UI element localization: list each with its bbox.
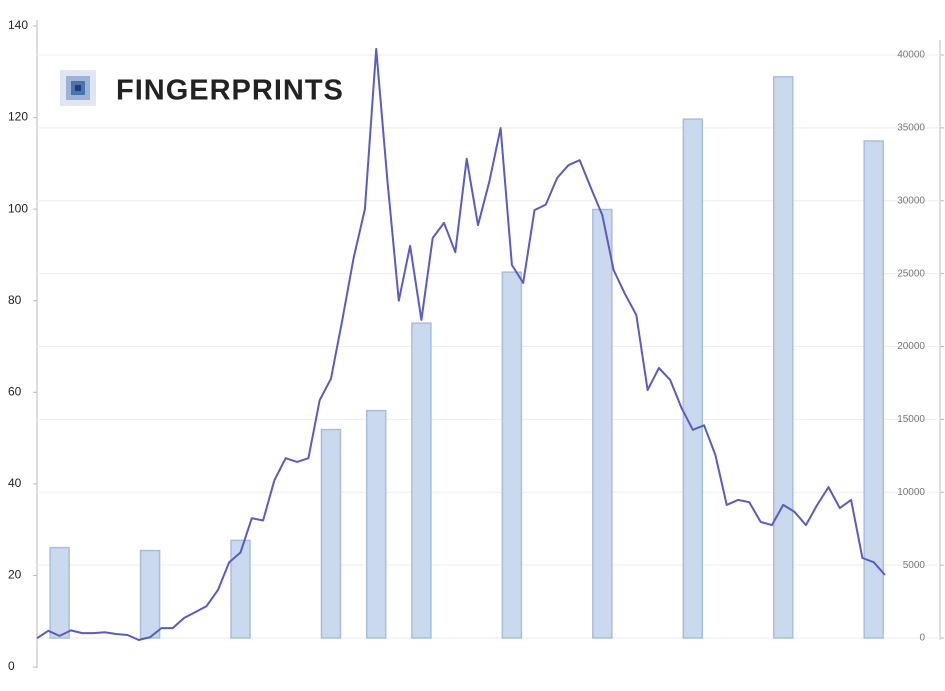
logo-text: FINGERPRINTS: [116, 75, 344, 107]
y2-tick-label: 15000: [897, 414, 925, 425]
bar: [365, 409, 387, 639]
y-tick-label: 40: [8, 476, 22, 490]
grid: [37, 54, 940, 639]
line: [36, 47, 886, 641]
y2-tick-label: 35000: [897, 123, 925, 134]
bar: [592, 208, 613, 639]
y-tick-label: 80: [8, 293, 22, 307]
y-tick-label: 60: [8, 384, 22, 398]
y2-tick-label: 30000: [897, 195, 925, 206]
y2-tick-label: 20000: [897, 341, 925, 352]
logo-icon: [60, 70, 96, 106]
y2-tick-label: 5000: [903, 560, 926, 571]
y-tick-label: 0: [8, 659, 15, 673]
bar: [139, 549, 161, 639]
logo: FINGERPRINTS: [60, 70, 344, 107]
y-tick-label: 20: [8, 568, 22, 582]
y2-tick-label: 0: [919, 633, 925, 644]
bar: [320, 428, 342, 639]
y-tick-label: 120: [8, 110, 28, 124]
bar: [230, 539, 251, 639]
bar: [501, 271, 523, 639]
bar: [772, 76, 794, 639]
bar: [682, 118, 704, 639]
bar: [863, 140, 884, 639]
y2-tick-label: 25000: [897, 268, 925, 279]
bar: [49, 546, 70, 639]
bar: [411, 322, 432, 639]
y2-tick-label: 10000: [897, 487, 925, 498]
y-tick-label: 100: [8, 201, 28, 215]
y-tick-label: 140: [8, 18, 28, 32]
y2-tick-label: 40000: [897, 50, 925, 61]
